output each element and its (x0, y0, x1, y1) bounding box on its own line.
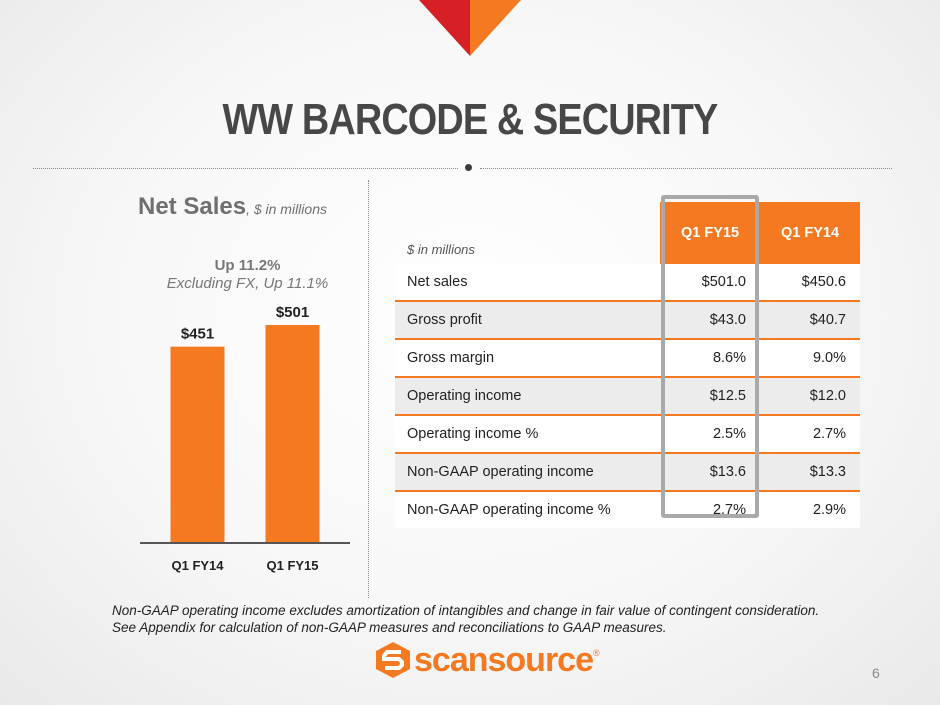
value-q1-fy14: $40.7 (760, 301, 860, 340)
unit-label: $ in millions (407, 242, 475, 257)
table-row: Non-GAAP operating income $13.6 $13.3 (395, 453, 860, 492)
table-row: Operating income % 2.5% 2.7% (395, 415, 860, 454)
footnote-line-2: See Appendix for calculation of non-GAAP… (112, 620, 667, 635)
value-q1-fy15: $43.0 (660, 301, 760, 340)
brand-wordmark: scansource (414, 640, 594, 679)
scansource-logo: scansource ® (376, 640, 600, 680)
x-tick-label: Q1 FY15 (266, 558, 318, 573)
value-q1-fy14: $450.6 (760, 264, 860, 302)
column-header-q1-fy15: Q1 FY15 (660, 202, 760, 264)
title-divider-right (480, 168, 892, 169)
value-q1-fy15: $501.0 (660, 264, 760, 302)
table-row: Gross profit $43.0 $40.7 (395, 301, 860, 340)
page-number: 6 (872, 665, 880, 681)
row-label: Operating income % (395, 415, 660, 454)
net-sales-heading-main: Net Sales (138, 193, 247, 220)
row-label: Operating income (395, 377, 660, 416)
row-label: Non-GAAP operating income % (395, 491, 660, 528)
value-q1-fy14: $12.0 (760, 377, 860, 416)
value-q1-fy15: $13.6 (660, 453, 760, 492)
x-tick-label: Q1 FY14 (171, 558, 224, 573)
growth-rate: Up 11.2% (214, 257, 281, 274)
table-row: Net sales $501.0 $450.6 (395, 264, 860, 302)
column-header-q1-fy14: Q1 FY14 (760, 202, 860, 264)
table-row: Non-GAAP operating income % 2.7% 2.9% (395, 491, 860, 528)
bar-value-label: $451 (181, 326, 214, 343)
top-chevron-logo (419, 0, 521, 56)
value-q1-fy14: 2.9% (760, 491, 860, 528)
table-row: Gross margin 8.6% 9.0% (395, 339, 860, 378)
value-q1-fy15: 8.6% (660, 339, 760, 378)
section-separator (368, 180, 369, 598)
net-sales-bar-chart: $451 Q1 FY14 $501 Q1 FY15 (140, 304, 350, 573)
value-q1-fy14: 2.7% (760, 415, 860, 454)
value-q1-fy15: 2.7% (660, 491, 760, 528)
net-sales-heading-unit: , $ in millions (246, 201, 327, 217)
value-q1-fy15: $12.5 (660, 377, 760, 416)
financial-table-wrapper: $ in millions Q1 FY15 Q1 FY14 Net sales $… (395, 202, 860, 528)
value-q1-fy14: 9.0% (760, 339, 860, 378)
row-label: Gross profit (395, 301, 660, 340)
growth-rate-ex-fx: Excluding FX, Up 11.1% (166, 275, 329, 292)
row-label: Net sales (395, 264, 660, 302)
bar-q1-fy15 (265, 325, 320, 542)
table-header-row: $ in millions Q1 FY15 Q1 FY14 (395, 202, 860, 264)
row-label: Non-GAAP operating income (395, 453, 660, 492)
bar-q1-fy14 (170, 346, 225, 542)
scansource-mark-icon (376, 642, 410, 678)
footnote-line-1: Non-GAAP operating income excludes amort… (112, 603, 820, 618)
table-row: Operating income $12.5 $12.0 (395, 377, 860, 416)
net-sales-heading: Net Sales, $ in millions (138, 193, 327, 221)
row-label: Gross margin (395, 339, 660, 378)
footnote: Non-GAAP operating income excludes amort… (112, 602, 819, 636)
slide-title: WW BARCODE & SECURITY (222, 95, 719, 144)
title-divider-dot (465, 164, 472, 171)
registered-mark: ® (593, 648, 600, 658)
value-q1-fy15: 2.5% (660, 415, 760, 454)
value-q1-fy14: $13.3 (760, 453, 860, 492)
financial-summary-table: $ in millions Q1 FY15 Q1 FY14 Net sales $… (395, 202, 860, 528)
title-divider-left (33, 168, 458, 169)
bar-value-label: $501 (276, 304, 309, 321)
